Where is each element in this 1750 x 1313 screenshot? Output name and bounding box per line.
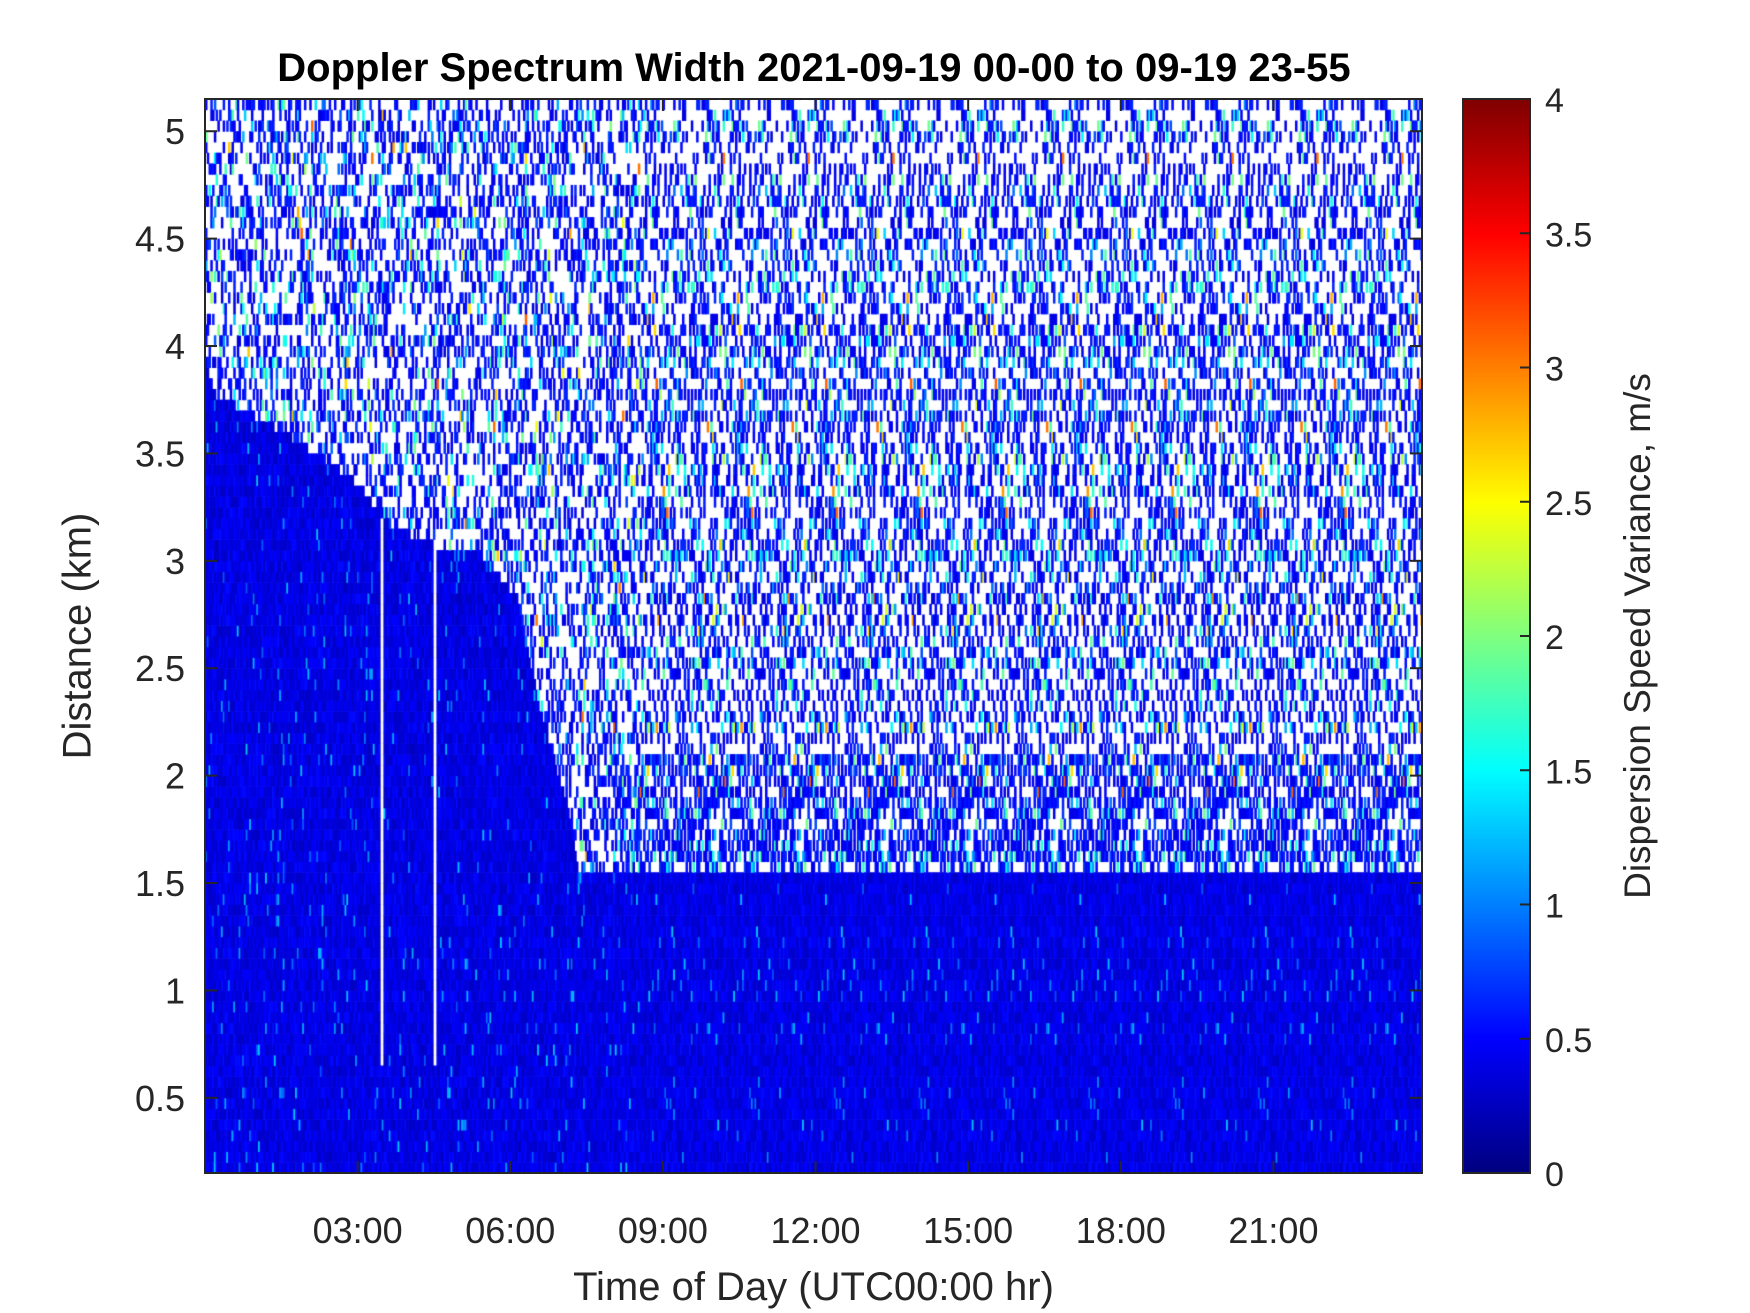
x-tick-label: 09:00: [618, 1210, 708, 1251]
colorbar-tick-label: 3: [1545, 351, 1564, 389]
colorbar-tick-label: 0.5: [1545, 1022, 1592, 1060]
y-tick-label: 1.5: [135, 863, 185, 904]
y-tick-label: 4: [165, 326, 185, 367]
colorbar-label: Dispersion Speed Variance, m/s: [1617, 373, 1658, 899]
colorbar-tick-label: 2: [1545, 619, 1564, 657]
y-tick-label: 1: [165, 970, 185, 1011]
x-tick-label: 21:00: [1228, 1210, 1318, 1251]
y-tick-label: 2.5: [135, 648, 185, 689]
x-tick-label: 12:00: [770, 1210, 860, 1251]
y-tick-label: 2: [165, 756, 185, 797]
y-tick-label: 3.5: [135, 433, 185, 474]
colorbar-tick-label: 4: [1545, 82, 1564, 120]
x-tick-label: 06:00: [465, 1210, 555, 1251]
x-tick-label: 18:00: [1076, 1210, 1166, 1251]
y-tick-label: 0.5: [135, 1078, 185, 1119]
x-axis-label: Time of Day (UTC00:00 hr): [573, 1265, 1054, 1309]
colorbar-tick-label: 3.5: [1545, 216, 1592, 254]
heatmap-plot: [205, 99, 1422, 1173]
plot-frame: [204, 98, 1423, 1174]
colorbar-frame: [1462, 98, 1531, 1174]
colorbar-tick-label: 0: [1545, 1156, 1564, 1194]
colorbar-tick-label: 1.5: [1545, 753, 1592, 791]
y-axis-label: Distance (km): [55, 512, 100, 760]
colorbar: [1463, 99, 1530, 1173]
colorbar-tick-label: 1: [1545, 888, 1564, 926]
x-tick-label: 03:00: [313, 1210, 403, 1251]
x-tick-label: 15:00: [923, 1210, 1013, 1251]
chart-title: Doppler Spectrum Width 2021-09-19 00-00 …: [277, 46, 1351, 90]
colorbar-tick-label: 2.5: [1545, 485, 1592, 523]
y-tick-label: 5: [165, 111, 185, 152]
y-tick-label: 4.5: [135, 219, 185, 260]
y-tick-label: 3: [165, 541, 185, 582]
